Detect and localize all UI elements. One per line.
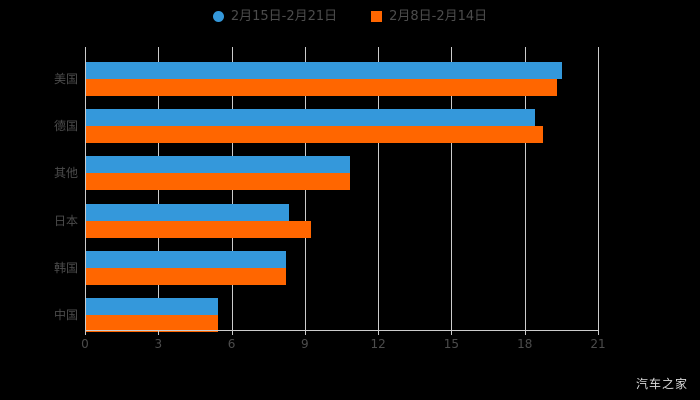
x-tick-mark [304, 330, 306, 335]
x-tick-label: 21 [590, 337, 606, 351]
legend-swatch-circle-icon [212, 11, 224, 22]
category-label-中国: 中国 [53, 307, 78, 322]
legend-swatch-square-icon [371, 11, 383, 22]
category-label-韩国: 韩国 [53, 260, 78, 275]
watermark: 汽车之家 [635, 377, 688, 391]
category-label-德国: 德国 [53, 119, 78, 134]
x-tick-label: 0 [81, 337, 89, 351]
x-axis-line [85, 330, 599, 331]
bar-日本-series1[interactable] [86, 203, 289, 221]
x-tick-label: 9 [301, 337, 309, 351]
legend-label: 2月8日-2月14日 [389, 9, 488, 24]
bar-美国-series2[interactable] [86, 79, 558, 96]
bar-日本-series2[interactable] [86, 220, 311, 238]
gridline [451, 47, 453, 330]
x-tick-mark [85, 330, 86, 335]
y-axis-line [85, 47, 86, 330]
bar-中国-series2[interactable] [86, 314, 218, 332]
chart-legend: 2月15日-2月21日 2月8日-2月14日 [0, 10, 700, 23]
x-tick-mark [158, 330, 160, 335]
category-label-日本: 日本 [53, 213, 78, 228]
bar-其他-series2[interactable] [86, 173, 350, 191]
bar-德国-series2[interactable] [86, 126, 543, 144]
gridline [378, 47, 380, 330]
plot-area [85, 47, 599, 332]
x-tick-mark [231, 330, 233, 335]
bar-德国-series1[interactable] [86, 109, 536, 127]
legend-item-1[interactable]: 2月8日-2月14日 [371, 10, 487, 23]
x-tick-label: 3 [154, 337, 163, 351]
x-tick-mark [378, 330, 380, 335]
x-tick-label: 6 [227, 337, 236, 351]
x-tick-label: 15 [443, 337, 460, 351]
bar-中国-series1[interactable] [86, 297, 218, 315]
x-tick-label: 12 [370, 337, 386, 351]
x-tick-mark [598, 330, 599, 335]
x-tick-mark [451, 330, 453, 335]
legend-label: 2月15日-2月21日 [230, 9, 338, 24]
bar-韩国-series1[interactable] [86, 250, 287, 268]
bar-韩国-series2[interactable] [86, 267, 287, 285]
legend-item-0[interactable]: 2月15日-2月21日 [212, 9, 338, 24]
bar-美国-series1[interactable] [86, 62, 563, 79]
x-tick-mark [524, 330, 526, 335]
gridline [524, 47, 526, 330]
category-label-其他: 其他 [53, 166, 78, 181]
category-label-美国: 美国 [53, 72, 78, 86]
bar-其他-series1[interactable] [86, 156, 350, 174]
category-axis-labels: 美国德国其他日本韩国中国 [0, 47, 78, 330]
gridline [598, 47, 599, 330]
x-tick-label: 18 [517, 337, 533, 351]
